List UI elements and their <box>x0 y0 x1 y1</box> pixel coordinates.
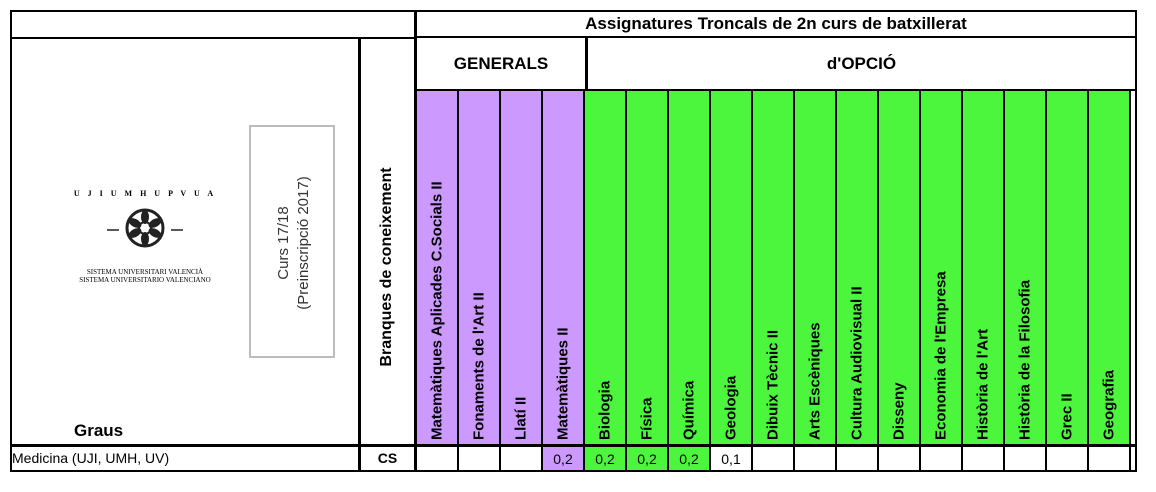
logo-arc-text: U J I U M H U P V U A <box>73 189 217 198</box>
table-cell <box>417 447 459 470</box>
row-bottom-line <box>10 470 1137 472</box>
frame-right-line <box>1135 10 1137 472</box>
subject-column: Arts Escèniques <box>795 91 837 444</box>
subject-column: Química <box>669 91 711 444</box>
subject-label: Llatí II <box>512 396 530 440</box>
subject-column: Geologia <box>711 91 753 444</box>
subject-label: Biologia <box>596 380 614 440</box>
subject-column: Grec II <box>1047 91 1089 444</box>
row-grau: Medicina (UJI, UMH, UV) <box>12 450 170 466</box>
subject-column: Història de l'Art <box>963 91 1005 444</box>
subject-column: Disseny <box>879 91 921 444</box>
table-cell <box>1005 447 1047 470</box>
subject-label: Arts Escèniques <box>806 322 824 440</box>
subject-label: Geologia <box>722 375 740 440</box>
branques-left-line <box>358 37 361 472</box>
group-divider-line <box>585 37 588 91</box>
subject-column: Biologia <box>585 91 627 444</box>
group-bottom-line <box>416 89 1137 91</box>
table-cell <box>879 447 921 470</box>
logo-line-1: SISTEMA UNIVERSITARI VALENCIÀ <box>86 268 204 276</box>
subject-column: Cultura Audiovisual II <box>837 91 879 444</box>
subject-label: Física <box>638 397 656 440</box>
table-cell <box>459 447 501 470</box>
logo: U J I U M H U P V U A SISTEMA UNIVERSITA… <box>60 188 230 288</box>
subject-column: Matemàtiques II <box>543 91 585 444</box>
subject-column: Matemàtiques Aplicades C.Socials II <box>417 91 459 444</box>
subject-label: Història de l'Art <box>974 328 992 440</box>
logo-line-2: SISTEMA UNIVERSITARIO VALENCIANO <box>79 276 211 284</box>
subject-label: Matemàtiques II <box>554 327 572 440</box>
table-cell: 0,2 <box>543 447 585 470</box>
row-branca: CS <box>377 450 398 466</box>
title-bottom-line <box>416 36 1137 38</box>
subject-column: Dibuix Tècnic II <box>753 91 795 444</box>
subjects-left-line <box>414 10 417 472</box>
table-cell <box>963 447 1005 470</box>
table-title: Assignatures Troncals de 2n curs de batx… <box>585 14 967 33</box>
subject-label: Disseny <box>890 382 908 440</box>
group-opcio: d'OPCIÓ <box>826 53 897 73</box>
table-cell: 0,2 <box>669 447 711 470</box>
graus-label: Graus <box>74 421 124 440</box>
subject-column: Fonaments de l'Art II <box>459 91 501 444</box>
table-cell: 0,1 <box>711 447 753 470</box>
table-cell <box>837 447 879 470</box>
branques-label: Branques de coneixement <box>378 167 395 367</box>
table-cell <box>921 447 963 470</box>
subject-label: Fonaments de l'Art II <box>470 292 488 440</box>
table-cell <box>753 447 795 470</box>
subject-label: Cultura Audiovisual II <box>848 286 866 440</box>
course-preinscripcio: (Preinscripció 2017) <box>295 176 312 310</box>
table-cell: 0,2 <box>627 447 669 470</box>
frame-top-line <box>10 10 1137 12</box>
table-cell <box>501 447 543 470</box>
subject-label: Economia de l'Empresa <box>932 271 950 440</box>
subject-label: Matemàtiques Aplicades C.Socials II <box>428 181 446 440</box>
header-bottom-line <box>10 444 1137 447</box>
table-cell <box>1089 447 1131 470</box>
table-cell <box>795 447 837 470</box>
subject-column: Història de la Filosofia <box>1005 91 1047 444</box>
branques-header: Branques de coneixement <box>361 91 414 444</box>
course-year: Curs 17/18 <box>275 206 292 280</box>
frame-left-line <box>10 10 12 472</box>
logo-emblem-icon <box>107 208 183 248</box>
table-cell <box>1047 447 1089 470</box>
group-generals: GENERALS <box>453 53 549 73</box>
subject-label: Història de la Filosofia <box>1016 279 1034 440</box>
subject-column: Economia de l'Empresa <box>921 91 963 444</box>
subject-label: Química <box>680 380 698 440</box>
subject-label: Dibuix Tècnic II <box>764 329 782 440</box>
subject-column: Llatí II <box>501 91 543 444</box>
subject-column: Geografia <box>1089 91 1131 444</box>
corner-bottom-line <box>10 37 416 39</box>
subject-column: Física <box>627 91 669 444</box>
subject-label: Grec II <box>1058 393 1076 440</box>
table-cell: 0,2 <box>585 447 627 470</box>
subject-label: Geografia <box>1100 369 1118 440</box>
course-box: Curs 17/18 (Preinscripció 2017) <box>249 125 335 358</box>
